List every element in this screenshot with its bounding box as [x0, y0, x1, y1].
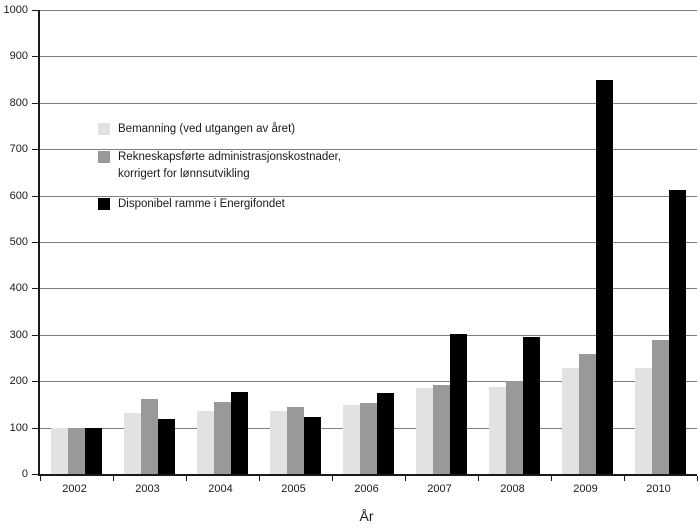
- x-tick-label-2003: 2003: [135, 483, 160, 495]
- gridline-700: [40, 149, 697, 151]
- y-tick-1000: [32, 10, 40, 11]
- x-tick-label-2010: 2010: [646, 483, 671, 495]
- y-tick-label-300: 300: [9, 328, 28, 341]
- y-tick-label-900: 900: [9, 50, 28, 63]
- bar-series1-2004: [197, 411, 214, 474]
- x-tick-label-2007: 2007: [427, 483, 452, 495]
- y-tick-200: [32, 381, 40, 383]
- y-tick-0: [32, 474, 40, 475]
- y-tick-100: [32, 427, 40, 429]
- bar-series3-2005: [304, 417, 321, 474]
- y-tick-700: [32, 149, 40, 151]
- x-tick-7: [551, 476, 552, 481]
- gridline-300: [40, 334, 697, 336]
- bar-series2-2002: [68, 428, 85, 474]
- bar-series1-2007: [416, 388, 433, 474]
- y-tick-label-100: 100: [9, 421, 28, 434]
- legend-item-energifondet: Disponibel ramme i Energifondet: [98, 196, 285, 213]
- bar-series3-2006: [377, 393, 394, 474]
- x-tick-9: [697, 476, 698, 481]
- x-axis-title: År: [359, 508, 374, 524]
- bar-series1-2008: [489, 387, 506, 474]
- y-tick-label-500: 500: [9, 236, 28, 248]
- y-tick-500: [32, 242, 40, 243]
- bar-series2-2010: [652, 340, 669, 474]
- x-tick-label-2008: 2008: [500, 483, 525, 495]
- bar-series2-2005: [287, 407, 304, 474]
- y-tick-300: [32, 334, 40, 336]
- bar-series1-2006: [343, 405, 360, 474]
- gridline-400: [40, 288, 697, 290]
- x-tick-2: [186, 476, 187, 481]
- bar-series3-2003: [158, 419, 175, 474]
- bar-series3-2010: [669, 190, 686, 474]
- x-tick-6: [478, 476, 479, 481]
- x-tick-label-2002: 2002: [62, 483, 87, 495]
- x-tick-label-2009: 2009: [573, 483, 598, 495]
- legend-label-administrasjonskostnader: Rekneskapsførte administrasjonskostnader…: [118, 151, 342, 180]
- bar-series3-2007: [450, 334, 467, 474]
- y-tick-400: [32, 288, 40, 290]
- legend-swatch-administrasjonskostnader: [98, 151, 110, 163]
- y-tick-label-400: 400: [9, 282, 28, 295]
- bar-series3-2004: [231, 392, 248, 474]
- bar-series2-2004: [214, 402, 231, 474]
- legend-swatch-bemanning: [98, 123, 110, 135]
- legend-item-administrasjonskostnader: Rekneskapsførte administrasjonskostnader…: [98, 149, 341, 183]
- bar-series2-2007: [433, 385, 450, 474]
- x-tick-3: [259, 476, 260, 481]
- x-tick-4: [332, 476, 333, 481]
- bar-series1-2010: [635, 368, 652, 474]
- plot-area: Bemanning (ved utgangen av året) Reknesk…: [32, 10, 698, 481]
- x-tick-0: [40, 476, 41, 481]
- y-tick-label-700: 700: [9, 143, 28, 156]
- bar-series2-2009: [579, 354, 596, 474]
- x-tick-8: [624, 476, 625, 481]
- legend-swatch-energifondet: [98, 198, 110, 210]
- gridline-800: [40, 102, 697, 104]
- x-tick-1: [113, 476, 114, 481]
- gridline-1000: [40, 10, 697, 11]
- gridline-200: [40, 381, 697, 383]
- bar-series1-2009: [562, 368, 579, 474]
- y-tick-label-600: 600: [9, 189, 28, 202]
- bar-series2-2006: [360, 403, 377, 474]
- legend-item-bemanning: Bemanning (ved utgangen av året): [98, 121, 295, 138]
- gridline-500: [40, 242, 697, 243]
- x-tick-label-2005: 2005: [281, 483, 306, 495]
- bar-series1-2005: [270, 411, 287, 474]
- bar-series1-2002: [51, 428, 68, 474]
- y-tick-label-800: 800: [9, 96, 28, 109]
- y-tick-800: [32, 102, 40, 104]
- y-tick-900: [32, 56, 40, 58]
- legend-label-bemanning: Bemanning (ved utgangen av året): [118, 123, 296, 135]
- bar-series3-2009: [596, 80, 613, 474]
- legend-label-energifondet: Disponibel ramme i Energifondet: [118, 198, 285, 210]
- x-tick-5: [405, 476, 406, 481]
- y-tick-label-200: 200: [9, 375, 28, 388]
- bar-series2-2008: [506, 381, 523, 474]
- y-tick-label-1000: 1000: [3, 4, 28, 16]
- bar-series2-2003: [141, 399, 158, 474]
- gridline-900: [40, 56, 697, 58]
- y-tick-600: [32, 195, 40, 197]
- bar-series1-2003: [124, 413, 141, 474]
- y-tick-label-0: 0: [21, 468, 28, 480]
- gridline-600: [40, 195, 697, 197]
- x-tick-label-2006: 2006: [354, 483, 379, 495]
- bar-series3-2008: [523, 337, 540, 474]
- x-tick-label-2004: 2004: [208, 483, 233, 495]
- bar-series3-2002: [85, 428, 102, 474]
